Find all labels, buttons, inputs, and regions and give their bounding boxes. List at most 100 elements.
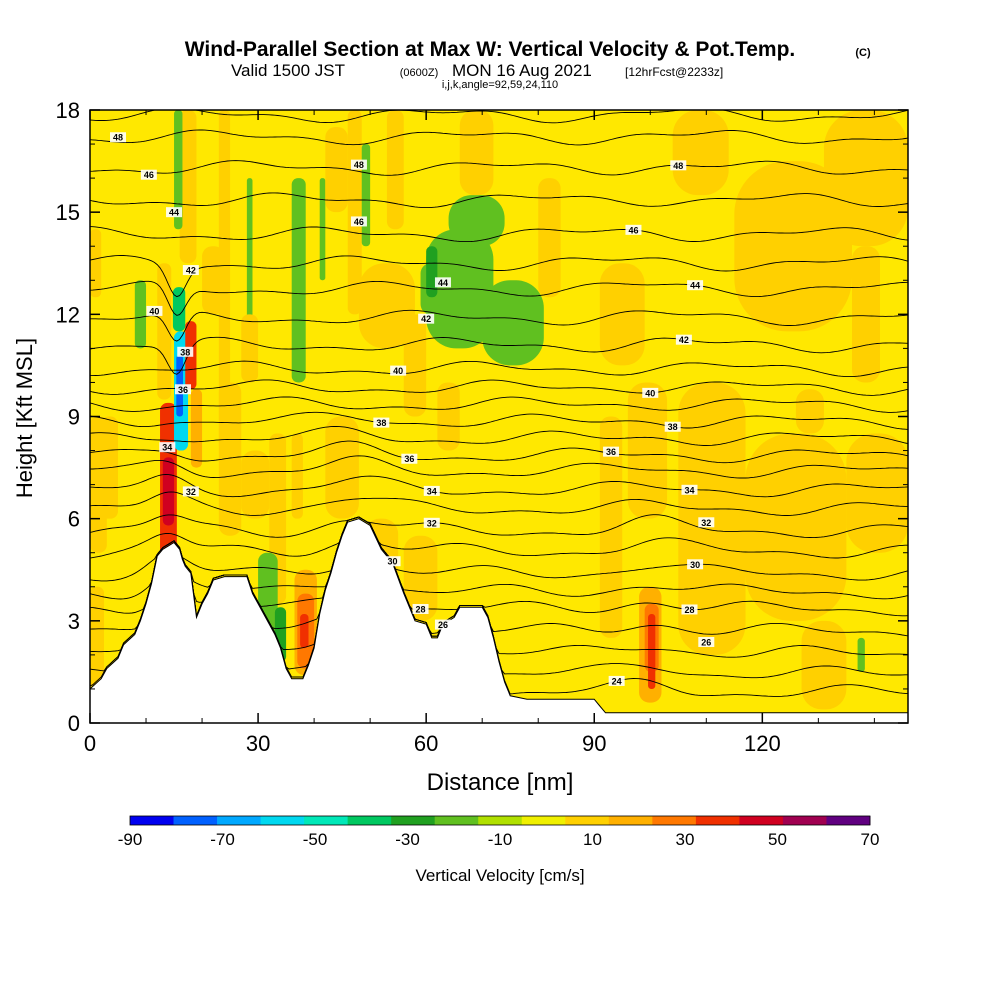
subtitle-valid: Valid 1500 JST <box>231 61 345 80</box>
chart-subtitle: Valid 1500 JST (0600Z) MON 16 Aug 2021 [… <box>231 61 723 91</box>
velocity-cell <box>851 246 880 383</box>
isentrope-line <box>90 226 908 243</box>
svg-text:46: 46 <box>144 170 154 180</box>
svg-text:34: 34 <box>684 485 694 495</box>
svg-text:46: 46 <box>354 217 364 227</box>
colorbar-swatch <box>173 816 218 825</box>
velocity-cell <box>190 389 203 468</box>
velocity-cell <box>172 287 186 332</box>
svg-text:38: 38 <box>376 418 386 428</box>
chart-title: Wind-Parallel Section at Max W: Vertical… <box>185 38 871 61</box>
colorbar-swatch <box>347 816 392 825</box>
velocity-cell <box>734 161 852 332</box>
isentrope-label: 42 <box>675 334 692 345</box>
potential-temperature-contours <box>90 110 908 697</box>
svg-text:46: 46 <box>628 225 638 235</box>
colorbar-tick-label: -30 <box>395 830 420 849</box>
subtitle-indices: i,j,k,angle=92,59,24,110 <box>442 79 558 91</box>
colorbar-tick-label: 50 <box>768 830 787 849</box>
velocity-cell <box>857 637 865 672</box>
isentrope-label: 28 <box>681 604 698 615</box>
svg-text:38: 38 <box>668 422 678 432</box>
isentrope-label: 46 <box>350 216 367 227</box>
velocity-cell <box>403 535 438 621</box>
isentrope-label: 46 <box>140 169 157 180</box>
isentrope-label: 28 <box>412 603 429 614</box>
x-tick-label: 0 <box>84 731 96 756</box>
isentrope-line <box>90 379 908 396</box>
velocity-cell <box>599 416 623 638</box>
velocity-cell <box>648 614 656 689</box>
isentrope-label: 44 <box>166 207 183 218</box>
isentrope-label: 40 <box>390 365 407 376</box>
svg-text:48: 48 <box>673 161 683 171</box>
svg-text:26: 26 <box>701 637 711 647</box>
colorbar-frame <box>129 815 871 826</box>
velocity-cell <box>801 620 847 710</box>
svg-text:40: 40 <box>149 306 159 316</box>
x-tick-label: 60 <box>414 731 438 756</box>
velocity-cell <box>325 416 359 519</box>
isentrope-label: 24 <box>608 675 625 686</box>
svg-text:32: 32 <box>701 518 711 528</box>
isentrope-label: 34 <box>423 485 440 496</box>
y-tick-label: 15 <box>56 200 80 225</box>
colorbar-swatch <box>608 816 653 825</box>
colorbar-swatch <box>391 816 436 825</box>
svg-text:48: 48 <box>113 133 123 143</box>
svg-text:48: 48 <box>354 160 364 170</box>
y-axis-label: Height [Kft MSL] <box>12 338 37 498</box>
colorbar-tick-label: 30 <box>676 830 695 849</box>
subtitle-forecast: [12hrFcst@2233z] <box>625 65 723 79</box>
colorbar-swatch <box>565 816 610 825</box>
colorbar-swatch <box>782 816 827 825</box>
velocity-cell <box>538 178 561 298</box>
velocity-cell <box>291 178 306 383</box>
velocity-cell <box>386 110 404 230</box>
colorbar-tick-label: 70 <box>861 830 880 849</box>
colorbar-label: Vertical Velocity [cm/s] <box>415 866 584 885</box>
isentrope-label: 42 <box>182 265 199 276</box>
isentrope-line <box>90 360 908 378</box>
isentrope-label: 34 <box>681 484 698 495</box>
colorbar-swatch <box>478 816 523 825</box>
isentrope-line <box>90 129 908 146</box>
isentrope-label: 36 <box>175 384 192 395</box>
isentrope-label: 44 <box>687 280 704 291</box>
velocity-cell <box>448 195 505 247</box>
velocity-cell <box>90 229 102 298</box>
subtitle-date: MON 16 Aug 2021 <box>452 61 592 80</box>
colorbar-tick-label: -10 <box>488 830 513 849</box>
velocity-cell <box>291 433 303 519</box>
colorbar-tick-label: 10 <box>583 830 602 849</box>
svg-text:36: 36 <box>404 454 414 464</box>
svg-text:30: 30 <box>690 560 700 570</box>
velocity-cell <box>672 110 729 196</box>
velocity-cell <box>846 433 908 553</box>
svg-text:42: 42 <box>186 266 196 276</box>
isentrope-line <box>90 411 908 430</box>
svg-text:32: 32 <box>186 487 196 497</box>
isentrope-label: 26 <box>698 636 715 647</box>
svg-text:40: 40 <box>393 366 403 376</box>
svg-text:36: 36 <box>178 385 188 395</box>
isentrope-label: 32 <box>698 517 715 528</box>
x-tick-label: 30 <box>246 731 270 756</box>
isentrope-line <box>90 309 908 342</box>
y-tick-label: 3 <box>68 609 80 634</box>
velocity-cell <box>325 127 348 213</box>
isentrope-label: 26 <box>434 619 451 630</box>
isentrope-line <box>90 396 908 413</box>
x-tick-label: 90 <box>582 731 606 756</box>
isentrope-label: 38 <box>177 346 194 357</box>
isentrope-label: 48 <box>670 160 687 171</box>
velocity-cell <box>300 614 309 649</box>
title-copyright: (C) <box>855 47 871 59</box>
isentrope-label: 40 <box>146 305 163 316</box>
colorbar-swatch <box>217 816 261 825</box>
velocity-cell <box>134 280 147 349</box>
isentrope-label: 36 <box>401 453 418 464</box>
colorbar-tick-label: -50 <box>303 830 328 849</box>
